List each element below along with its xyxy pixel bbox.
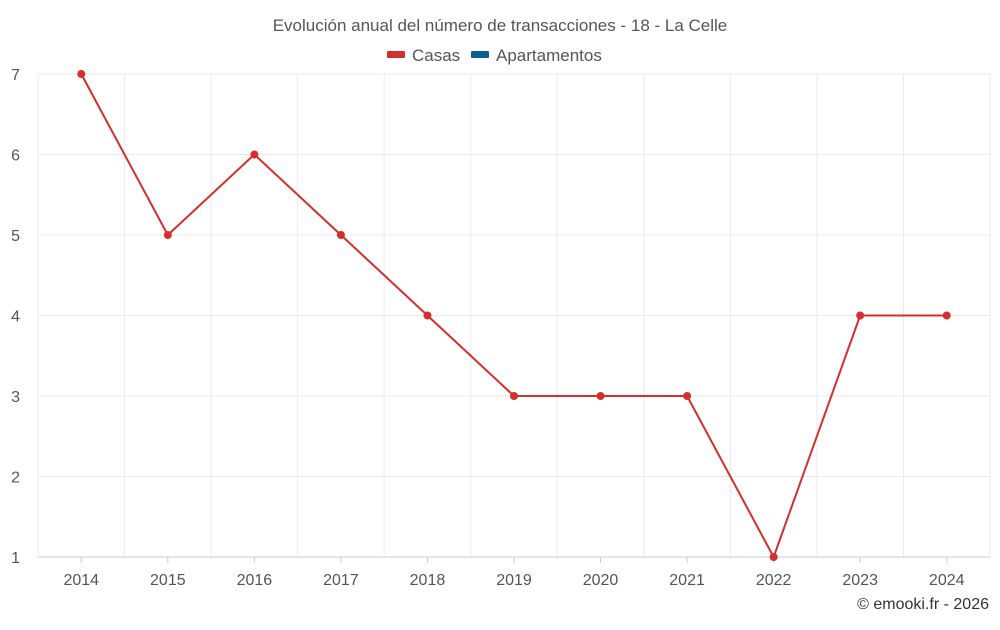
x-tick-label: 2022 bbox=[756, 572, 792, 589]
x-tick-label: 2019 bbox=[496, 572, 532, 589]
data-point-casas[interactable] bbox=[77, 70, 86, 78]
x-tick-label: 2018 bbox=[410, 572, 446, 589]
data-point-casas[interactable] bbox=[163, 231, 172, 239]
x-tick-label: 2014 bbox=[63, 572, 99, 589]
y-tick-label: 1 bbox=[11, 550, 20, 567]
x-tick-label: 2017 bbox=[323, 572, 359, 589]
legend-label-apartamentos: Apartamentos bbox=[496, 46, 602, 65]
data-point-casas[interactable] bbox=[423, 311, 432, 320]
legend: Casas Apartamentos bbox=[387, 46, 602, 65]
data-point-casas[interactable] bbox=[683, 392, 692, 400]
x-tick-label: 2015 bbox=[150, 572, 186, 589]
legend-item-apartamentos[interactable]: Apartamentos bbox=[471, 46, 602, 65]
series-casas bbox=[77, 70, 951, 561]
legend-swatch-casas bbox=[387, 51, 405, 58]
y-tick-label: 4 bbox=[11, 309, 20, 326]
y-tick-label: 6 bbox=[11, 148, 20, 165]
y-tick-label: 7 bbox=[11, 67, 20, 84]
x-tick-label: 2021 bbox=[669, 572, 705, 589]
x-tick-label: 2023 bbox=[842, 572, 878, 589]
data-point-casas[interactable] bbox=[336, 231, 345, 239]
data-point-casas[interactable] bbox=[769, 553, 778, 561]
y-tick-label: 5 bbox=[11, 228, 20, 245]
data-point-casas[interactable] bbox=[856, 311, 865, 320]
data-point-casas[interactable] bbox=[596, 392, 605, 400]
x-tick-label: 2024 bbox=[929, 572, 965, 589]
data-point-casas[interactable] bbox=[942, 311, 951, 320]
credit-label: © emooki.fr - 2026 bbox=[857, 596, 989, 613]
axes: 1 2 3 4 5 6 7 2014 2015 2016 2017 2018 2019 2020 2021 2… bbox=[11, 67, 990, 589]
data-point-casas[interactable] bbox=[510, 392, 518, 400]
data-point-casas[interactable] bbox=[250, 150, 259, 159]
x-tick-label: 2020 bbox=[583, 572, 619, 589]
legend-label-casas: Casas bbox=[412, 46, 460, 65]
grid bbox=[37, 73, 991, 558]
series-layer bbox=[77, 70, 951, 561]
x-tick-label: 2016 bbox=[237, 572, 273, 589]
y-tick-label: 2 bbox=[11, 470, 20, 487]
legend-item-casas[interactable]: Casas bbox=[387, 46, 460, 65]
chart-title: Evolución anual del número de transaccio… bbox=[273, 16, 728, 35]
y-tick-label: 3 bbox=[11, 389, 20, 406]
legend-swatch-apartamentos bbox=[471, 51, 489, 58]
